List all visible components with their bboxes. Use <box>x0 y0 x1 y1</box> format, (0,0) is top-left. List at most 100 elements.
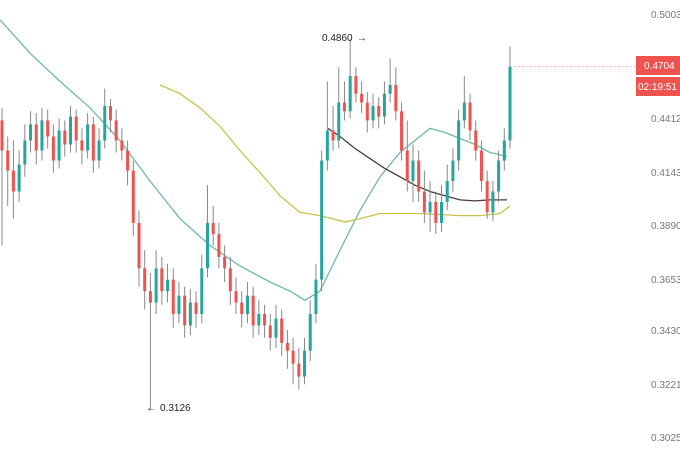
candle <box>29 111 33 153</box>
candle <box>160 256 164 305</box>
candle-body <box>502 140 506 161</box>
y-tick-label: 0.3890 <box>651 221 680 232</box>
candle-body <box>171 279 175 314</box>
candle-body <box>508 66 512 141</box>
candle-body <box>188 302 192 326</box>
candle-body <box>280 318 284 343</box>
candle-body <box>422 191 426 213</box>
candle-body <box>211 222 215 235</box>
candle-body <box>34 124 38 151</box>
candle <box>80 128 84 165</box>
candle-body <box>11 170 15 192</box>
candle-body <box>377 106 381 117</box>
candle-body <box>417 160 421 192</box>
candle <box>508 46 512 149</box>
candle <box>0 107 4 246</box>
candle <box>120 128 124 161</box>
candle-body <box>46 120 50 137</box>
candle <box>57 118 61 169</box>
candle-body <box>388 84 392 94</box>
candle-body <box>308 313 312 351</box>
candle-body <box>263 313 267 326</box>
candle <box>40 107 44 161</box>
moving-averages <box>0 19 636 302</box>
candle <box>440 185 444 232</box>
candle <box>394 67 398 121</box>
candle <box>371 93 375 129</box>
candle-body <box>479 150 483 182</box>
candle <box>360 81 364 114</box>
candle <box>228 256 232 305</box>
candle-body <box>126 150 130 171</box>
candle-body <box>320 160 324 280</box>
candle <box>297 348 301 390</box>
candle <box>17 150 21 202</box>
candle <box>348 39 352 119</box>
candle <box>126 140 130 186</box>
candle-body <box>23 140 27 165</box>
candle <box>491 181 495 221</box>
candle <box>74 109 78 153</box>
candle <box>114 109 118 153</box>
candle <box>314 263 318 324</box>
candle <box>291 337 295 385</box>
candle <box>417 150 421 202</box>
candle <box>217 222 221 269</box>
candle-body <box>491 191 495 213</box>
candle-body <box>0 120 4 151</box>
candle <box>342 81 346 121</box>
candle <box>183 286 187 338</box>
candle-body <box>314 279 318 314</box>
candle-body <box>342 102 346 112</box>
price-axis[interactable]: 0.5003 0.4412 0.4143 0.3890 0.3653 0.3430 0.32… <box>651 10 680 444</box>
candle-body <box>257 313 261 326</box>
candle-body <box>371 106 375 121</box>
candle <box>137 210 141 287</box>
candle-body <box>120 140 124 151</box>
candle-body <box>365 102 369 121</box>
candle-body <box>428 201 432 213</box>
candle-body <box>74 116 78 141</box>
candle-body <box>57 130 61 161</box>
candle <box>23 124 27 177</box>
candle-body <box>63 130 67 145</box>
candle <box>91 116 95 173</box>
candle <box>268 313 272 351</box>
candle <box>86 113 90 159</box>
candle-body <box>166 279 170 292</box>
candle-body <box>291 350 295 364</box>
candle <box>6 136 10 207</box>
candle-body <box>194 302 198 314</box>
candle <box>474 120 478 161</box>
candle <box>51 124 55 173</box>
candle-body <box>205 222 209 269</box>
candle-body <box>154 268 158 303</box>
candle <box>354 67 358 103</box>
candle-body <box>137 222 141 269</box>
candle <box>434 191 438 235</box>
candle <box>365 91 369 133</box>
candle <box>285 330 289 369</box>
candle-body <box>303 350 307 377</box>
candle <box>280 309 284 356</box>
candle <box>108 98 112 133</box>
candle <box>46 109 50 149</box>
candle-body <box>462 102 466 121</box>
candle <box>257 300 261 336</box>
candle <box>411 144 415 202</box>
candle <box>240 291 244 328</box>
candle <box>245 281 249 324</box>
candle <box>166 263 170 303</box>
moving-average-line <box>0 19 508 302</box>
candle <box>11 140 15 219</box>
candle <box>382 81 386 125</box>
candle-body <box>131 170 135 223</box>
candle-body <box>497 160 501 192</box>
candle-body <box>177 295 181 314</box>
candle-body <box>80 140 84 151</box>
candle <box>457 109 461 171</box>
candle-body <box>405 150 409 182</box>
y-tick-label: 0.3025 <box>651 433 680 444</box>
